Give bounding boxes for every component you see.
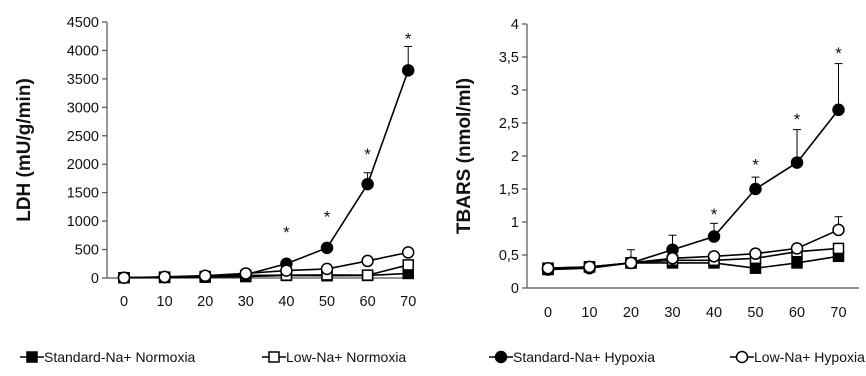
tbars-significance-star: *: [794, 110, 801, 129]
legend-marker: [26, 351, 38, 363]
tbars-data-point: [790, 156, 804, 169]
legend-marker: [494, 350, 508, 364]
tbars-y-tick-label: 4: [511, 17, 519, 33]
tbars-x-tick-label: 30: [664, 305, 680, 321]
ldh-significance-star: *: [364, 145, 371, 164]
ldh-data-point: [401, 64, 415, 77]
tbars-data-point: [790, 242, 804, 255]
ldh-y-tick-label: 4000: [67, 43, 99, 59]
tbars-data-point: [832, 242, 845, 255]
ldh-series-line: [123, 70, 409, 279]
ldh-y-tick-label: 1000: [67, 214, 99, 230]
tbars-data-point: [583, 260, 596, 274]
tbars-y-axis-title: TBARS (nmol/ml): [454, 78, 475, 234]
ldh-y-tick-label: 3500: [67, 72, 99, 88]
tbars-data-point: [707, 250, 721, 263]
tbars-y-tick-label: 2: [511, 149, 519, 165]
ldh-data-point: [320, 262, 334, 276]
ldh-series-line: [123, 251, 409, 279]
ldh-x-tick-label: 0: [120, 294, 128, 310]
ldh-data-point: [361, 177, 374, 191]
tbars-series-3: [541, 216, 845, 275]
legend-marker: [268, 351, 280, 363]
tbars-x-tick-label: 20: [623, 305, 639, 321]
tbars-series-line: [547, 229, 839, 269]
tbars-significance-star: *: [752, 156, 759, 175]
ldh-data-point: [239, 267, 253, 280]
tbars-significance-star: *: [711, 205, 718, 224]
tbars-data-point: [707, 230, 721, 243]
ldh-data-point: [361, 269, 374, 281]
tbars-y-tick-label: 1,5: [499, 182, 519, 198]
ldh-significance-star: *: [405, 30, 412, 49]
tbars-data-point: [749, 182, 762, 196]
legend-label: Standard-Na+ Hypoxia: [513, 349, 655, 365]
ldh-y-tick-label: 2500: [67, 129, 99, 145]
ldh-x-tick-label: 10: [157, 294, 173, 310]
tbars-data-point: [749, 262, 762, 274]
ldh-y-tick-label: 500: [75, 243, 99, 259]
tbars-x-tick-label: 60: [789, 305, 805, 321]
tbars-x-tick-label: 40: [706, 305, 722, 321]
tbars-y-tick-label: 0: [511, 281, 519, 297]
legend-label: Standard-Na+ Normoxia: [44, 349, 196, 365]
tbars-y-tick-label: 2,5: [499, 116, 519, 132]
ldh-data-point: [361, 254, 374, 268]
ldh-data-point: [402, 259, 414, 271]
ldh-chart: 0 500 1000 1500 2000 2500 3000 3500 4000 4500 0 10 2…: [14, 15, 416, 310]
ldh-significance-star: *: [283, 223, 290, 242]
ldh-data-point: [320, 241, 334, 255]
tbars-data-point: [624, 256, 638, 270]
ldh-x-tick-label: 30: [238, 294, 254, 310]
tbars-y-tick-label: 3,5: [499, 50, 519, 66]
tbars-data-point: [832, 103, 845, 117]
tbars-y-tick-label: 3: [511, 83, 519, 99]
ldh-series-3: [117, 246, 415, 284]
ldh-data-point: [401, 246, 415, 259]
tbars-significance-star: *: [835, 44, 842, 63]
tbars-data-point: [666, 252, 679, 265]
ldh-y-tick-label: 4500: [67, 15, 99, 31]
ldh-data-point: [158, 270, 171, 284]
ldh-data-point: [198, 269, 212, 282]
ldh-x-tick-label: 60: [360, 294, 376, 310]
ldh-x-tick-label: 20: [197, 294, 213, 310]
legend-label: Low-Na+ Normoxia: [286, 349, 406, 365]
tbars-data-point: [791, 257, 803, 269]
ldh-y-tick-label: 0: [91, 271, 99, 287]
ldh-x-tick-label: 70: [400, 294, 416, 310]
legend-marker: [735, 350, 749, 364]
ldh-y-tick-label: 1500: [67, 186, 99, 202]
ldh-y-tick-label: 3000: [67, 100, 99, 116]
legend-label: Low-Na+ Hypoxia: [754, 349, 865, 365]
ldh-data-point: [117, 271, 131, 284]
tbars-data-point: [541, 261, 555, 275]
legend: Standard-Na+ Normoxia Low-Na+ Normoxia Sta…: [20, 349, 865, 365]
ldh-x-tick-label: 50: [319, 294, 335, 310]
ldh-y-axis-title: LDH (mU/g/min): [14, 78, 35, 222]
ldh-y-tick-label: 2000: [67, 157, 99, 173]
tbars-series-line: [547, 109, 840, 271]
ldh-data-point: [280, 264, 293, 277]
tbars-y-tick-label: 1: [511, 215, 519, 231]
tbars-data-point: [749, 247, 762, 260]
tbars-x-tick-label: 10: [581, 305, 597, 321]
tbars-x-tick-label: 0: [544, 305, 552, 321]
tbars-data-point: [832, 223, 845, 237]
ldh-series-2: [117, 45, 415, 284]
tbars-y-tick-label: 0,5: [499, 248, 519, 264]
tbars-x-tick-label: 70: [830, 305, 846, 321]
ldh-significance-star: *: [324, 208, 331, 227]
tbars-x-tick-label: 50: [747, 305, 763, 321]
ldh-x-tick-label: 40: [278, 294, 294, 310]
